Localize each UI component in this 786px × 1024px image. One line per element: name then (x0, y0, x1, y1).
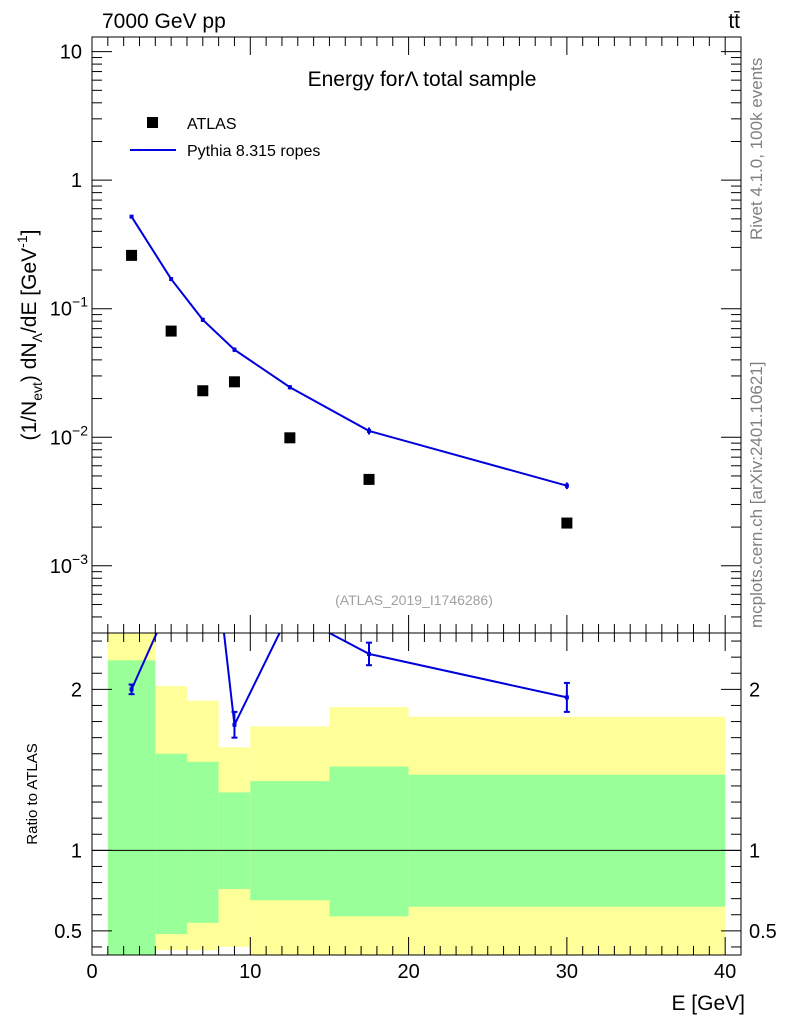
ratio-point (367, 651, 372, 656)
y-axis-title: (1/Nevt) dNΛ/dE [GeV-1] (14, 230, 45, 441)
pythia-line (130, 216, 568, 487)
ratio-band-inner (329, 766, 409, 917)
pythia-point (129, 214, 134, 219)
header-right: tt̄ (728, 10, 740, 33)
header-left: 7000 GeV pp (102, 10, 226, 33)
atlas-point (165, 325, 177, 337)
x-tick-label: 20 (397, 961, 419, 983)
x-axis-title: E [GeV] (671, 992, 745, 1015)
atlas-point (228, 376, 240, 388)
y-tick-label: 10−3 (50, 551, 88, 578)
ratio-y-tick-label-right: 0.5 (749, 921, 777, 943)
ratio-panel: 0.5 0.51 12 20 10 20 30 40 Ratio to ATLAS E [Ge… (24, 446, 777, 1015)
y-tick-label: 10−2 (50, 422, 88, 449)
ratio-point (564, 695, 569, 700)
ratio-point (201, 446, 205, 450)
ratio-panel-frame (91, 632, 742, 956)
x-tick-label: 0 (86, 961, 97, 983)
ratio-band-inner (107, 660, 156, 955)
pythia-point (169, 277, 174, 282)
y-tick-label: 10 (60, 42, 82, 64)
legend-pythia-label: Pythia 8.315 ropes (187, 143, 320, 160)
atlas-point (197, 385, 209, 397)
legend-atlas-label: ATLAS (187, 116, 237, 133)
ratio-y-tick-label-right: 2 (749, 679, 760, 701)
side-label-mcplots: mcplots.cern.ch [arXiv:2401.10621] (747, 362, 766, 628)
y-tick-label: 10−1 (50, 294, 88, 321)
pythia-point (200, 317, 205, 322)
x-tick-label: 30 (556, 961, 578, 983)
atlas-point (284, 432, 296, 444)
ratio-band-inner (250, 781, 330, 901)
y-tick-label: 1 (71, 170, 82, 192)
pythia-point (232, 347, 237, 352)
atlas-point (561, 517, 573, 529)
x-tick-label: 10 (239, 961, 261, 983)
main-panel: 10 1 10−1 10−2 10−3 Energy forΛ total sample… (14, 36, 742, 634)
atlas-point (363, 473, 375, 485)
pythia-point (367, 428, 372, 433)
ratio-point (232, 722, 237, 727)
ratio-y-tick-label: 2 (71, 679, 82, 701)
legend: ATLAS Pythia 8.315 ropes (130, 116, 320, 160)
chart-title: Energy forΛ total sample (308, 68, 537, 91)
ratio-y-tick-label: 0.5 (54, 921, 82, 943)
ratio-band-inner (218, 792, 251, 889)
ratio-y-tick-label-right: 1 (749, 840, 760, 862)
ratio-point (288, 610, 292, 614)
ratio-y-tick-label: 1 (71, 840, 82, 862)
atlas-point (126, 249, 138, 261)
ratio-y-axis-title: Ratio to ATLAS (24, 743, 41, 844)
ratio-band-inner (186, 761, 219, 923)
ratio-point (169, 599, 173, 603)
analysis-id: (ATLAS_2019_I1746286) (335, 592, 493, 608)
ratio-band-inner (155, 753, 187, 935)
x-tick-label: 40 (714, 961, 736, 983)
side-label-rivet: Rivet 4.1.0, 100k events (747, 58, 766, 240)
ratio-band-inner (408, 774, 726, 907)
pythia-point (287, 385, 292, 390)
pythia-point (564, 483, 569, 488)
ratio-point (129, 687, 134, 692)
legend-atlas-marker (147, 117, 158, 128)
ratio-line (130, 633, 568, 729)
